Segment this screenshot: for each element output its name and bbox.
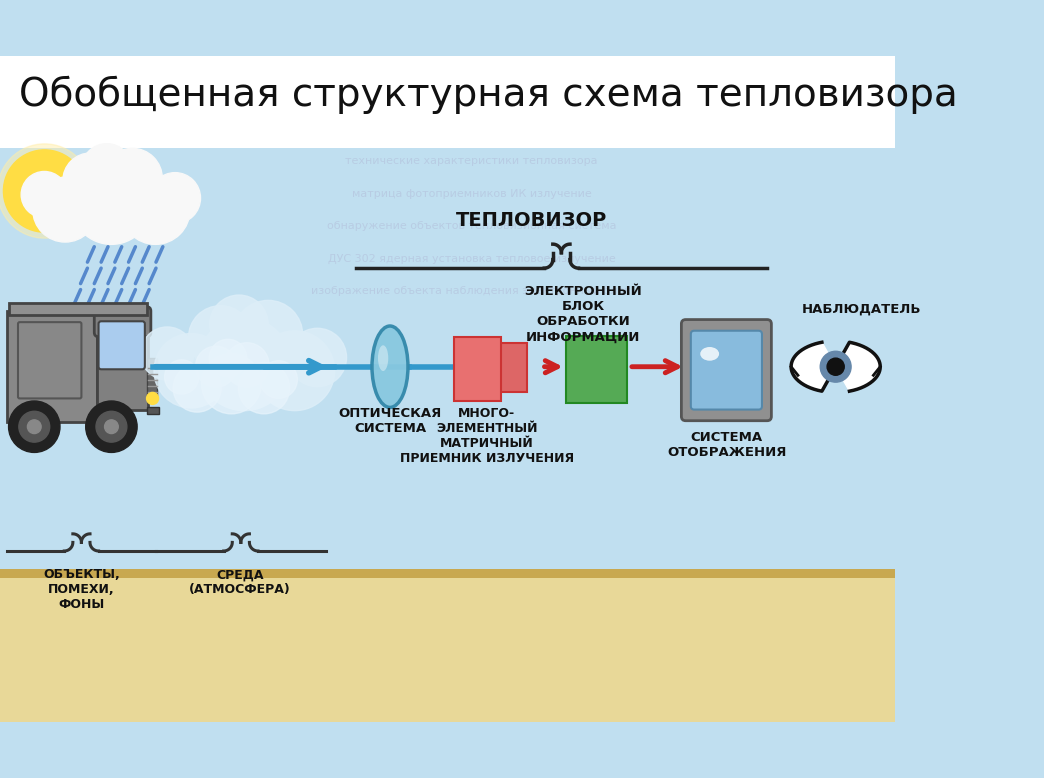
Bar: [146, 407, 160, 414]
Text: ЭЛЕКТРОННЫЙ
БЛОК
ОБРАБОТКИ
ИНФОРМАЦИИ: ЭЛЕКТРОННЫЙ БЛОК ОБРАБОТКИ ИНФОРМАЦИИ: [524, 286, 642, 343]
FancyBboxPatch shape: [97, 311, 148, 409]
Bar: [0, 55, 895, 148]
Circle shape: [209, 339, 246, 377]
Text: ОПТИЧЕСКАЯ
СИСТЕМА: ОПТИЧЕСКАЯ СИСТЕМА: [338, 407, 442, 435]
Circle shape: [189, 306, 253, 370]
Circle shape: [149, 173, 200, 223]
FancyBboxPatch shape: [682, 320, 772, 421]
Bar: [0, 573, 895, 723]
Text: обнаружение объектов тепловизионная система: обнаружение объектов тепловизионная сист…: [327, 221, 616, 231]
Circle shape: [21, 171, 68, 218]
Circle shape: [288, 328, 347, 387]
Circle shape: [195, 346, 237, 387]
Circle shape: [0, 144, 92, 238]
Circle shape: [238, 363, 289, 414]
FancyBboxPatch shape: [94, 307, 150, 337]
FancyBboxPatch shape: [98, 321, 145, 370]
Text: МНОГО-
ЭЛЕМЕНТНЫЙ
МАТРИЧНЫЙ
ПРИЕМНИК ИЗЛУЧЕНИЯ: МНОГО- ЭЛЕМЕНТНЫЙ МАТРИЧНЫЙ ПРИЕМНИК ИЗЛ…: [400, 407, 574, 465]
Circle shape: [104, 420, 118, 433]
Circle shape: [210, 295, 268, 353]
Circle shape: [827, 358, 845, 375]
Text: матрица фотоприемников ИК излучение: матрица фотоприемников ИК излучение: [352, 188, 591, 198]
Text: ТЕПЛОВИЗОР: ТЕПЛОВИЗОР: [456, 211, 607, 230]
Circle shape: [121, 175, 190, 244]
Circle shape: [255, 331, 335, 411]
Ellipse shape: [372, 326, 408, 408]
Circle shape: [3, 150, 86, 232]
Circle shape: [197, 317, 291, 411]
Ellipse shape: [378, 345, 388, 371]
Polygon shape: [791, 342, 880, 391]
Bar: [454, 337, 501, 401]
Bar: [489, 343, 527, 392]
Text: ОБЪЕКТЫ,
ПОМЕХИ,
ФОНЫ: ОБЪЕКТЫ, ПОМЕХИ, ФОНЫ: [43, 568, 120, 612]
Text: СРЕДА
(АТМОСФЕРА): СРЕДА (АТМОСФЕРА): [189, 568, 291, 596]
Text: СИСТЕМА
ОТОБРАЖЕНИЯ: СИСТЕМА ОТОБРАЖЕНИЯ: [667, 431, 786, 459]
Circle shape: [32, 177, 97, 242]
Circle shape: [165, 360, 198, 394]
Text: Обобщенная структурная схема тепловизора: Обобщенная структурная схема тепловизора: [19, 75, 957, 114]
Bar: [566, 336, 627, 403]
FancyBboxPatch shape: [691, 331, 762, 409]
Text: изображение объекта наблюдения электронный блок: изображение объекта наблюдения электронн…: [311, 286, 632, 296]
Circle shape: [102, 149, 162, 209]
Text: ДУС 302 ядерная установка тепловое излучение: ДУС 302 ядерная установка тепловое излуч…: [328, 254, 615, 264]
Circle shape: [96, 412, 127, 442]
Circle shape: [86, 401, 137, 453]
Circle shape: [201, 354, 261, 414]
Text: технические характеристики тепловизора: технические характеристики тепловизора: [346, 156, 597, 166]
Circle shape: [27, 420, 41, 433]
Circle shape: [224, 343, 269, 387]
Circle shape: [234, 300, 303, 370]
Circle shape: [141, 327, 194, 380]
FancyBboxPatch shape: [8, 303, 146, 315]
Text: НАБЛЮДАТЕЛЬ: НАБЛЮДАТЕЛЬ: [802, 303, 921, 315]
FancyBboxPatch shape: [146, 358, 157, 397]
Circle shape: [8, 401, 60, 453]
Circle shape: [146, 392, 159, 405]
Ellipse shape: [701, 347, 719, 361]
Circle shape: [81, 144, 133, 194]
Circle shape: [153, 334, 229, 408]
Circle shape: [63, 153, 118, 209]
FancyBboxPatch shape: [7, 311, 97, 422]
Circle shape: [173, 364, 221, 412]
Circle shape: [821, 352, 851, 382]
Circle shape: [260, 361, 298, 398]
Circle shape: [19, 412, 50, 442]
Bar: [0, 569, 895, 577]
Circle shape: [71, 163, 152, 244]
